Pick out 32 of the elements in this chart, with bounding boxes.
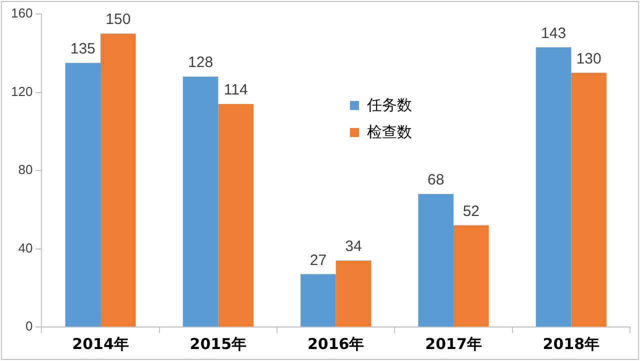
bar xyxy=(418,194,454,326)
bar xyxy=(182,76,218,326)
y-tick-label: 120 xyxy=(10,84,33,99)
bar xyxy=(454,225,489,326)
bar xyxy=(536,47,572,326)
data-label: 52 xyxy=(462,202,480,220)
y-tick-label: 80 xyxy=(18,162,33,178)
x-tick-label: 2016年 xyxy=(307,334,364,353)
data-label: 34 xyxy=(345,238,362,256)
x-tick-label: 2017年 xyxy=(425,334,482,353)
x-tick-label: 2015年 xyxy=(190,334,247,353)
x-tick-label: 2018年 xyxy=(542,334,600,353)
data-label: 128 xyxy=(188,54,214,72)
data-label: 130 xyxy=(576,50,602,68)
data-label: 27 xyxy=(310,252,327,269)
bar xyxy=(336,260,372,326)
bar xyxy=(65,62,101,326)
data-label: 114 xyxy=(224,82,248,99)
data-label: 143 xyxy=(541,24,566,42)
data-label: 135 xyxy=(70,40,96,58)
legend-label: 检查数 xyxy=(367,123,412,142)
y-tick-label: 0 xyxy=(25,318,33,334)
data-label: 68 xyxy=(428,172,444,189)
x-tick-label: 2014年 xyxy=(72,334,129,353)
bar xyxy=(571,72,606,326)
bar xyxy=(218,104,254,326)
legend-label: 任务数 xyxy=(367,96,412,115)
bar xyxy=(300,274,336,326)
bar xyxy=(100,34,136,326)
y-tick-label: 40 xyxy=(18,240,33,256)
y-tick-label: 160 xyxy=(10,6,33,21)
data-label: 150 xyxy=(106,11,131,28)
